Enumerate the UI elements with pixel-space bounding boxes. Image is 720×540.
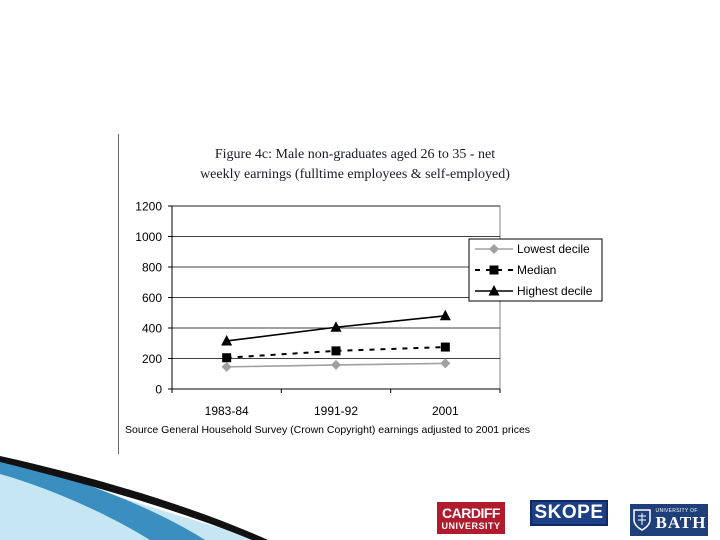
university-of-bath-logo: UNIVERSITY OF BATH xyxy=(630,504,708,536)
y-tick-label: 0 xyxy=(155,383,162,397)
y-tick-label: 600 xyxy=(142,291,162,305)
axes xyxy=(171,206,501,393)
y-tick-label: 800 xyxy=(142,261,162,275)
legend-marker xyxy=(488,285,500,296)
data-point xyxy=(440,358,451,369)
x-tick-label: 1983-84 xyxy=(205,404,249,418)
chart-title-line-1: Figure 4c: Male non-graduates aged 26 to… xyxy=(214,147,496,162)
swoosh-light-band xyxy=(0,458,262,540)
vertical-rule xyxy=(118,134,119,454)
data-point xyxy=(439,309,451,321)
skope-logo-text: SKOPE xyxy=(534,502,604,523)
y-tick-label: 1200 xyxy=(135,200,162,214)
legend: Lowest decile Median Highest decile xyxy=(468,238,603,302)
bath-logo-line-2: BATH xyxy=(655,513,707,532)
series-highest-decile xyxy=(221,309,451,346)
legend-label: Median xyxy=(517,263,556,277)
skope-logo: SKOPE xyxy=(530,500,608,526)
legend-marker xyxy=(489,265,499,275)
decorative-swoosh xyxy=(0,456,268,540)
series-layer xyxy=(221,309,451,372)
series-lowest-decile xyxy=(221,358,451,372)
swoosh-dark-band xyxy=(0,456,268,540)
y-tick-label: 200 xyxy=(142,352,162,366)
data-point xyxy=(221,334,233,346)
legend-label: Lowest decile xyxy=(517,242,590,256)
bath-crest-icon xyxy=(632,509,651,531)
cardiff-university-logo: CARDIFF UNIVERSITY xyxy=(437,502,505,534)
series-median xyxy=(222,342,450,363)
y-tick-labels: 0 200 400 600 800 1000 1200 xyxy=(135,200,162,397)
data-point xyxy=(330,321,342,332)
data-point xyxy=(331,359,341,370)
legend-label: Highest decile xyxy=(517,284,593,298)
cardiff-logo-line-1: CARDIFF xyxy=(442,504,500,521)
chart-title-line-2: weekly earnings (fulltime employees & se… xyxy=(200,167,510,182)
cardiff-logo-line-2: UNIVERSITY xyxy=(441,520,501,531)
y-tick-label: 400 xyxy=(142,322,162,336)
bath-logo-line-1: UNIVERSITY OF xyxy=(655,508,698,514)
x-tick-labels: 1983-84 1991-92 2001 xyxy=(205,404,459,418)
x-tick-label: 1991-92 xyxy=(314,404,358,418)
data-point xyxy=(222,353,232,363)
data-point xyxy=(440,342,450,352)
source-note: Source General Household Survey (Crown C… xyxy=(125,424,531,436)
data-point xyxy=(331,346,341,356)
swoosh-blue-band xyxy=(0,458,205,540)
data-point xyxy=(221,361,232,372)
y-tick-label: 1000 xyxy=(135,230,162,244)
x-tick-label: 2001 xyxy=(432,404,459,418)
chart-title: Figure 4c: Male non-graduates aged 26 to… xyxy=(150,145,560,185)
series-line xyxy=(226,346,446,359)
legend-marker xyxy=(489,244,499,254)
